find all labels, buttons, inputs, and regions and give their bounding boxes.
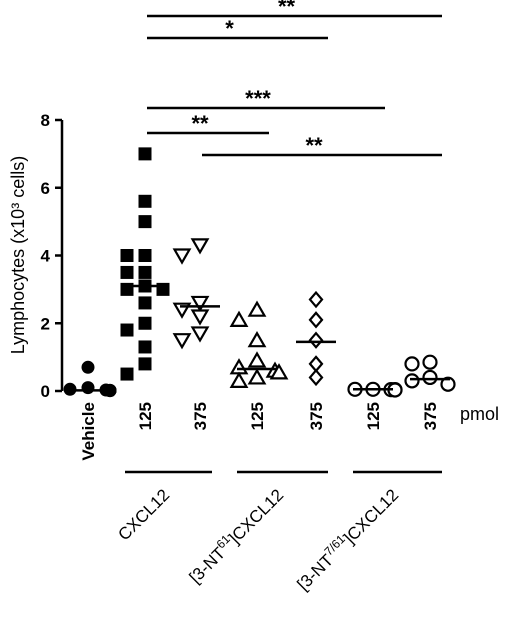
y-tick-label: 8 <box>41 111 50 130</box>
group-label-rest: ]CXCL12 <box>340 485 402 547</box>
data-point <box>138 249 152 262</box>
data-point <box>404 356 420 372</box>
category-label: Vehicle <box>79 402 98 461</box>
significance-label: ** <box>278 0 296 19</box>
data-point <box>229 358 249 375</box>
y-tick-label: 2 <box>41 314 50 333</box>
data-point <box>308 290 324 309</box>
axes: 0 2 4 6 8 <box>41 111 64 401</box>
median-lines <box>68 284 450 392</box>
data-point <box>422 369 438 386</box>
data-point <box>440 376 456 392</box>
data-point <box>138 296 152 310</box>
data-point <box>229 310 249 327</box>
significance-label: *** <box>245 86 271 111</box>
data-point <box>247 368 267 385</box>
data-point <box>138 194 152 208</box>
group-label: [3-NT7/61]CXCL12 <box>291 483 402 594</box>
data-point <box>404 373 420 389</box>
data-point <box>120 323 134 337</box>
data-point <box>138 316 152 330</box>
group-label: CXCL12 <box>114 485 173 544</box>
data-point <box>120 249 134 262</box>
data-point <box>247 330 267 348</box>
data-point <box>190 295 210 313</box>
data-point <box>308 368 324 387</box>
category-label: 375 <box>191 402 210 430</box>
significance-label: ** <box>191 111 209 136</box>
data-point <box>103 384 117 398</box>
data-point <box>120 367 134 381</box>
data-point <box>172 333 192 350</box>
data-point <box>247 300 267 317</box>
category-label: 125 <box>364 402 383 430</box>
data-point <box>190 309 210 326</box>
data-point <box>138 147 152 161</box>
significance-bars: ********** <box>147 0 442 158</box>
group-label-main: CXCL12 <box>114 485 173 544</box>
data-point <box>138 340 152 354</box>
unit-label: pmol <box>460 404 499 424</box>
group-labels: CXCL12[3-NT61]CXCL12[3-NT7/61]CXCL12 <box>114 470 442 594</box>
category-label: 125 <box>248 402 267 430</box>
data-point <box>269 363 289 380</box>
significance-label: * <box>225 16 234 41</box>
category-label: 375 <box>307 402 326 430</box>
y-tick-label: 0 <box>41 382 50 401</box>
data-point <box>308 311 324 329</box>
data-point <box>138 215 152 229</box>
group-label-rest: ]CXCL12 <box>225 485 287 547</box>
category-label: 125 <box>136 402 155 430</box>
data-point <box>308 331 324 349</box>
data-point <box>247 351 267 368</box>
y-axis-label: Lymphocytes (x10³ cells) <box>8 156 28 354</box>
category-label: 375 <box>421 402 440 430</box>
data-point <box>81 360 95 374</box>
data-points <box>63 147 456 398</box>
data-point <box>120 265 134 279</box>
data-point <box>422 354 438 370</box>
data-point <box>190 326 210 343</box>
data-point <box>229 371 249 388</box>
data-point <box>190 238 210 255</box>
category-labels: Vehicle 125 375 125 375 125 375 <box>79 402 440 461</box>
y-tick-label: 4 <box>41 247 51 266</box>
data-point <box>138 265 152 279</box>
significance-label: ** <box>305 133 323 158</box>
group-label: [3-NT61]CXCL12 <box>183 483 287 587</box>
y-tick-label: 6 <box>41 179 50 198</box>
data-point <box>81 381 95 395</box>
data-point <box>138 357 152 371</box>
data-point <box>172 248 192 265</box>
